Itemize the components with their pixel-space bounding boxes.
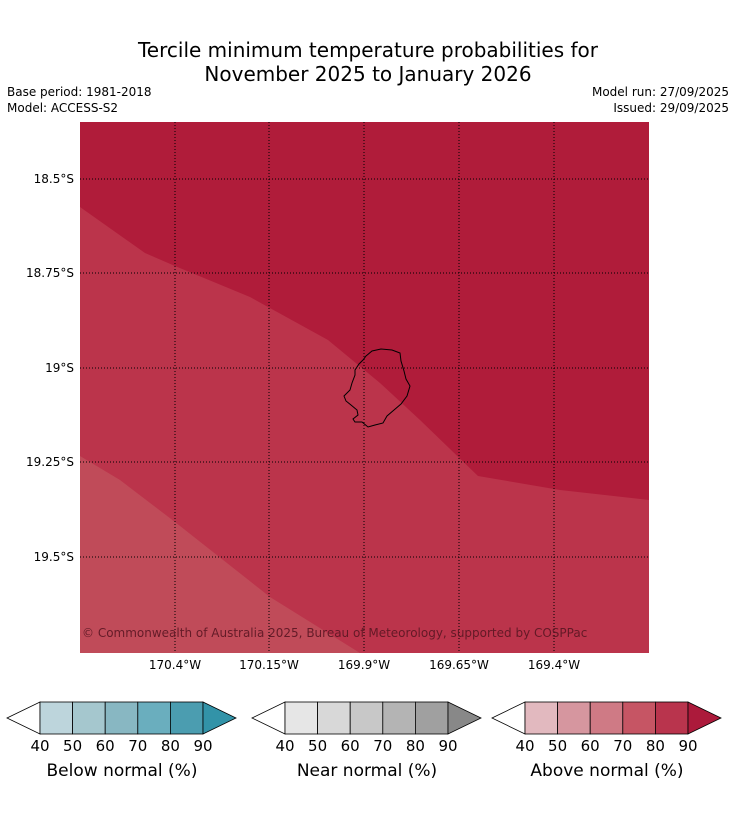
island-outline bbox=[343, 348, 411, 428]
colorbar-tick-label: 70 bbox=[613, 737, 632, 755]
colorbar-tick-label: 90 bbox=[193, 737, 212, 755]
lat-label: 19.25°S bbox=[26, 455, 74, 469]
model-name: Model: ACCESS-S2 bbox=[7, 101, 119, 115]
lon-label: 169.9°W bbox=[338, 658, 390, 672]
colorbar-segment bbox=[622, 701, 656, 735]
colorbar-label-above: Above normal (%) bbox=[530, 761, 684, 781]
colorbar-tick-label: 50 bbox=[548, 737, 567, 755]
title-line-1: Tercile minimum temperature probabilitie… bbox=[137, 38, 599, 62]
title-line-2: November 2025 to January 2026 bbox=[204, 62, 532, 86]
colorbar-segment bbox=[317, 701, 351, 735]
colorbar-segment bbox=[524, 701, 558, 735]
colorbar-near: 40 50 60 70 80 90 bbox=[251, 701, 482, 755]
colorbar-tick-label: 80 bbox=[406, 737, 425, 755]
colorbar-segment bbox=[382, 701, 416, 735]
colorbar-below: 40 50 60 70 80 90 bbox=[6, 701, 237, 755]
colorbar-tick-label: 40 bbox=[30, 737, 49, 755]
lat-label: 19.5°S bbox=[34, 550, 74, 564]
colorbar-segment bbox=[284, 701, 318, 735]
colorbar-segment bbox=[169, 701, 204, 735]
colorbar-segment bbox=[137, 701, 171, 735]
zone-60-70 bbox=[80, 456, 360, 653]
chart-title: Tercile minimum temperature probabilitie… bbox=[0, 38, 736, 86]
lat-label: 18.5°S bbox=[34, 172, 74, 186]
colorbar-tick-label: 50 bbox=[63, 737, 82, 755]
colorbar-tick-label: 80 bbox=[646, 737, 665, 755]
colorbar-tick-label: 40 bbox=[515, 737, 534, 755]
colorbar-tick-label: 70 bbox=[373, 737, 392, 755]
lon-label: 169.4°W bbox=[528, 658, 580, 672]
colorbar-segment bbox=[589, 701, 624, 735]
meta-right: Model run: 27/09/2025 Issued: 29/09/2025 bbox=[592, 84, 729, 116]
lat-label: 19°S bbox=[45, 361, 74, 375]
model-run: Model run: 27/09/2025 bbox=[591, 85, 729, 99]
colorbar-tick-label: 50 bbox=[308, 737, 327, 755]
lon-label: 170.15°W bbox=[239, 658, 299, 672]
colorbar-extend-high bbox=[447, 701, 482, 735]
colorbar-tick-label: 90 bbox=[678, 737, 697, 755]
lon-label: 169.65°W bbox=[429, 658, 489, 672]
colorbar-above: 40 50 60 70 80 90 bbox=[491, 701, 722, 755]
colorbar-tick-label: 90 bbox=[438, 737, 457, 755]
gridlines bbox=[80, 122, 649, 653]
colorbar-label-below: Below normal (%) bbox=[46, 761, 198, 781]
colorbar-extend-low bbox=[6, 701, 41, 735]
colorbar-tick-label: 60 bbox=[581, 737, 600, 755]
colorbar-extend-low bbox=[251, 701, 286, 735]
colorbar-segment bbox=[104, 701, 139, 735]
colorbar-extend-high bbox=[202, 701, 237, 735]
colorbar-tick-label: 70 bbox=[128, 737, 147, 755]
colorbar-segment bbox=[72, 701, 106, 735]
colorbar-segment bbox=[557, 701, 591, 735]
zone-70-80 bbox=[80, 207, 649, 653]
colorbar-extend-low bbox=[491, 701, 526, 735]
colorbar-segment bbox=[414, 701, 449, 735]
base-period: Base period: 1981-2018 bbox=[7, 85, 152, 99]
lat-label: 18.75°S bbox=[26, 266, 74, 280]
colorbar-tick-label: 60 bbox=[341, 737, 360, 755]
colorbar-label-near: Near normal (%) bbox=[296, 761, 438, 781]
colorbar-tick-label: 60 bbox=[96, 737, 115, 755]
colorbar-extend-high bbox=[687, 701, 722, 735]
colorbar-segment bbox=[349, 701, 384, 735]
meta-left: Base period: 1981-2018 Model: ACCESS-S2 bbox=[7, 84, 152, 116]
issued-date: Issued: 29/09/2025 bbox=[613, 101, 729, 115]
colorbars: 40 50 60 70 80 90 40 50 60 70 80 90 40 50 60 70 80 90 bbox=[6, 701, 722, 755]
colorbar-tick-label: 80 bbox=[161, 737, 180, 755]
colorbar-segment bbox=[655, 701, 689, 735]
copyright-text: © Commonwealth of Australia 2025, Bureau… bbox=[82, 626, 587, 640]
lon-label: 170.4°W bbox=[149, 658, 201, 672]
colorbar-segment bbox=[39, 701, 73, 735]
colorbar-tick-label: 40 bbox=[275, 737, 294, 755]
